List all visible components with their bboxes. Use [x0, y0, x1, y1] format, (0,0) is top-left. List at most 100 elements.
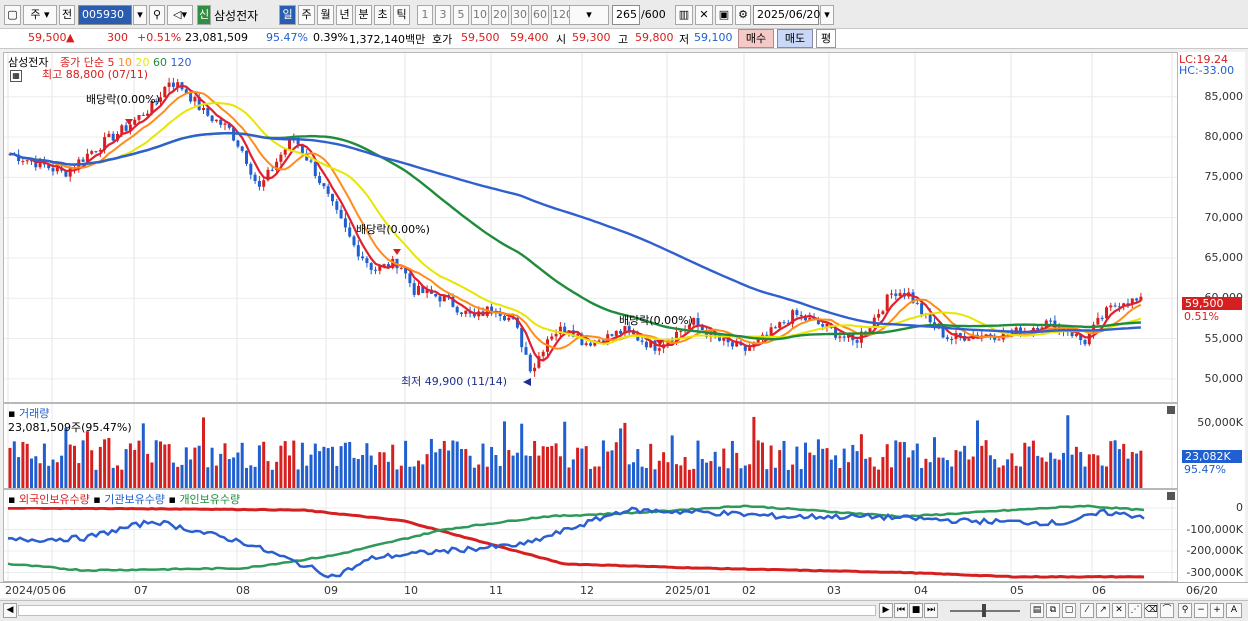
code-dropdown-icon[interactable]: ▾ — [133, 5, 147, 25]
eval-button[interactable]: 평 — [816, 29, 836, 48]
candle-body — [128, 124, 132, 131]
unit-dropdown[interactable]: ▾ — [569, 5, 609, 25]
holding-panel[interactable]: ▪ 외국인보유수량 ▪ 기관보유수량 ▪ 개인보유수량 — [3, 489, 1178, 582]
save-icon[interactable]: ▣ — [715, 5, 733, 25]
volume-bar — [872, 466, 876, 488]
close-panel-icon[interactable] — [1167, 492, 1175, 500]
volume-bar — [421, 464, 425, 488]
candle-body — [154, 101, 158, 103]
prev-button[interactable]: 전 — [59, 5, 75, 25]
candle-body — [386, 264, 390, 269]
candle-body — [718, 337, 721, 341]
close-panel-icon[interactable] — [1167, 406, 1175, 414]
last-icon[interactable]: ⏭ — [924, 603, 938, 618]
minute-tab-3[interactable]: 3 — [435, 5, 451, 25]
candle-body — [597, 340, 601, 342]
speaker-icon[interactable]: ◁▾ — [167, 5, 193, 25]
window-icon[interactable]: ▢ — [1062, 603, 1076, 618]
candle-body — [103, 137, 107, 150]
volume-bar — [649, 443, 653, 488]
first-icon[interactable]: ⏮ — [894, 603, 908, 618]
minute-tab-1[interactable]: 1 — [417, 5, 433, 25]
period-tab-1[interactable]: 주 — [298, 5, 315, 25]
date-label: 06/20 — [1186, 584, 1218, 597]
market-select[interactable]: 주 ▾ — [23, 5, 57, 25]
period-tab-6[interactable]: 틱 — [393, 5, 410, 25]
period-tab-0[interactable]: 일 — [279, 5, 296, 25]
candle-body — [202, 107, 205, 111]
grid-toggle-icon[interactable]: ▦ — [10, 70, 22, 82]
volume-bar — [154, 440, 158, 488]
volume-bar — [1049, 452, 1053, 488]
date-input[interactable]: 2025/06/20 — [753, 5, 820, 25]
ma-line-20 — [9, 101, 1142, 345]
candle-icon[interactable]: ▥ — [675, 5, 693, 25]
period-tab-5[interactable]: 초 — [374, 5, 391, 25]
minute-tab-120[interactable]: 120 — [551, 5, 573, 25]
sell-button[interactable]: 매도 — [777, 29, 813, 48]
volume-panel[interactable]: ▪ 거래량 23,081,509주(95.47%) — [3, 403, 1178, 489]
minute-tab-30[interactable]: 30 — [511, 5, 529, 25]
holding-chart[interactable] — [4, 490, 1177, 581]
calendar-dropdown-icon[interactable]: ▾ — [820, 5, 834, 25]
min-arrow-icon — [523, 378, 531, 386]
candle-body — [270, 169, 274, 171]
volume-bar — [890, 467, 893, 488]
period-tab-3[interactable]: 년 — [336, 5, 353, 25]
zoom-out-icon[interactable]: − — [1194, 603, 1208, 618]
layout-icon[interactable]: ▤ — [1030, 603, 1044, 618]
count-input[interactable]: 265 — [612, 5, 640, 25]
period-tab-2[interactable]: 월 — [317, 5, 334, 25]
draw-line-icon[interactable]: ⁄ — [1080, 603, 1094, 618]
dividend-label: 배당락(0.00%) — [619, 314, 693, 327]
price-chart-panel[interactable]: 삼성전자 종가 단순 5 10 20 60 120 ▦ 최고 88,800 (0… — [3, 52, 1178, 403]
crosshair-icon[interactable]: ✕ — [695, 5, 713, 25]
draw-fib-icon[interactable]: ⋰ — [1128, 603, 1142, 618]
price-tick: 50,000 — [1204, 371, 1244, 385]
scroll-track[interactable] — [18, 605, 876, 616]
volume-bar — [997, 467, 1001, 488]
volume-axis: 50,000K 23,082K 95.47% — [1178, 403, 1245, 489]
eraser-icon[interactable]: ⌫ — [1144, 603, 1158, 618]
text-icon[interactable]: A — [1226, 603, 1242, 618]
minute-tab-10[interactable]: 10 — [471, 5, 489, 25]
zoom-in-icon[interactable]: ⚲ — [1178, 603, 1192, 618]
candle-body — [881, 311, 885, 315]
search-icon[interactable]: ⚲ — [149, 5, 165, 25]
minute-tab-20[interactable]: 20 — [491, 5, 509, 25]
scroll-right-icon[interactable]: ▶ — [879, 603, 893, 618]
zoom-thumb[interactable] — [982, 604, 986, 617]
copy-icon[interactable]: ⧉ — [1046, 603, 1060, 618]
volume-bar — [399, 465, 403, 488]
volume-bar — [434, 452, 438, 488]
last-pct: 0.51% — [1184, 310, 1219, 323]
stock-code-input[interactable]: 005930 — [78, 5, 132, 25]
volume-bar — [275, 461, 279, 488]
volume-bar — [94, 469, 98, 488]
volume-bar — [692, 468, 696, 488]
buy-button[interactable]: 매수 — [738, 29, 774, 48]
draw-trend-icon[interactable]: ↗ — [1096, 603, 1110, 618]
volume-bar — [128, 443, 132, 488]
window-icon[interactable]: ▢ — [4, 5, 21, 25]
candle-body — [890, 293, 893, 295]
volume-chart[interactable] — [4, 404, 1177, 488]
holding-tick: 0 — [1236, 501, 1243, 514]
minute-tab-5[interactable]: 5 — [453, 5, 469, 25]
volume-bar — [322, 446, 326, 488]
plus-icon[interactable]: + — [1210, 603, 1224, 618]
date-label: 07 — [134, 584, 148, 597]
candle-body — [636, 334, 640, 341]
minute-tab-60[interactable]: 60 — [531, 5, 549, 25]
candle-body — [928, 313, 932, 323]
period-tab-4[interactable]: 분 — [355, 5, 372, 25]
stop-icon[interactable]: ■ — [909, 603, 923, 618]
draw-cross-icon[interactable]: ✕ — [1112, 603, 1126, 618]
scroll-left-icon[interactable]: ◀ — [3, 603, 17, 618]
candle-body — [563, 326, 567, 333]
gear-icon[interactable]: ⚙ — [735, 5, 751, 25]
magnet-icon[interactable]: ⌒ — [1160, 603, 1174, 618]
price-chart[interactable] — [4, 53, 1177, 402]
volume-bar — [1031, 440, 1035, 488]
